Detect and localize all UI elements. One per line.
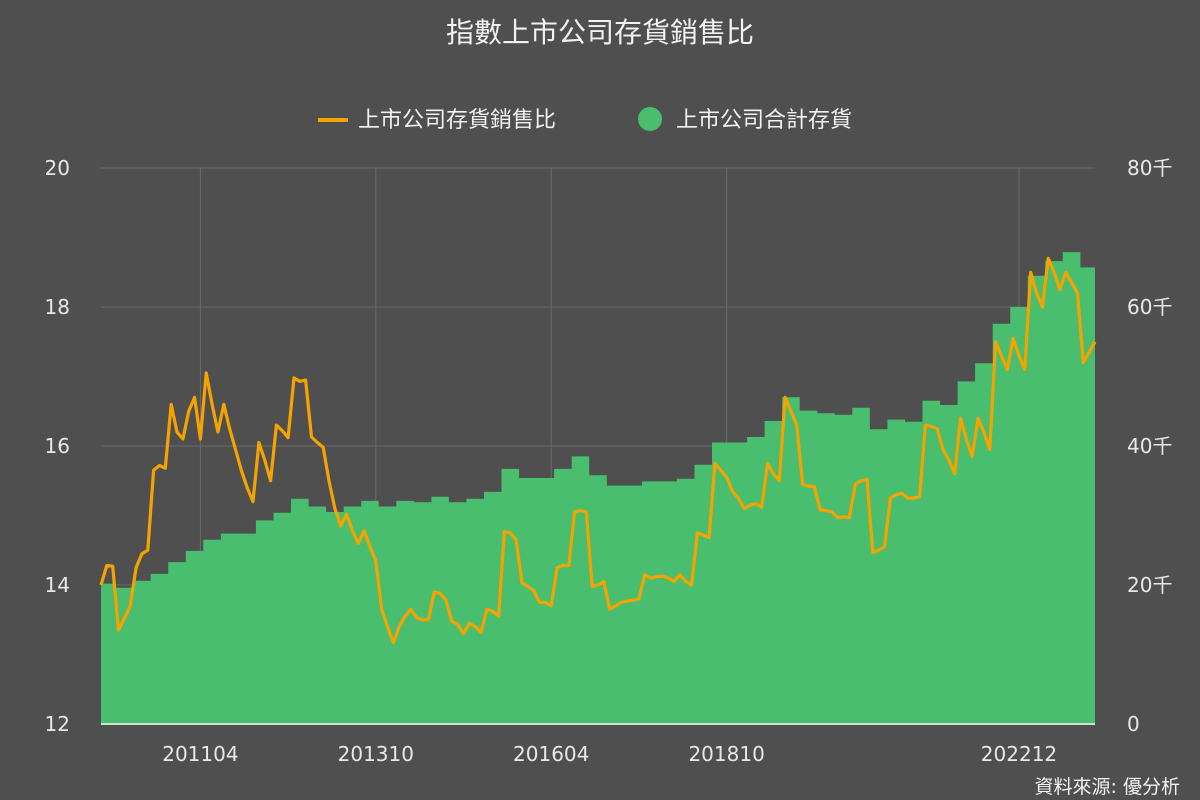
chart-title: 指數上市公司存貨銷售比	[446, 16, 754, 49]
x-tick-label: 201810	[688, 742, 764, 766]
x-tick-label: 201310	[338, 742, 414, 766]
ratio-line	[99, 256, 1097, 645]
inventory-area	[101, 252, 1095, 724]
left-tick-label: 14	[45, 573, 70, 597]
legend-label-inventory: 上市公司合計存貨	[676, 108, 852, 133]
axes: 12 0 14 20千 16 40千 18 60千 20 80千 201104 201310 20160…	[45, 156, 1173, 766]
inventory-area-series	[101, 252, 1095, 724]
source-note: 資料來源: 優分析	[1035, 776, 1180, 798]
x-tick-label: 201104	[162, 742, 238, 766]
right-tick-label: 20千	[1127, 573, 1172, 597]
right-tick-label: 80千	[1127, 156, 1172, 180]
legend-label-ratio: 上市公司存貨銷售比	[358, 108, 556, 133]
ratio-line-series	[99, 256, 1097, 645]
legend-circle-swatch	[638, 107, 662, 131]
right-tick-label: 0	[1127, 712, 1140, 736]
right-tick-label: 40千	[1127, 434, 1172, 458]
left-tick-label: 12	[45, 712, 70, 736]
x-tick-label: 202212	[981, 742, 1057, 766]
right-tick-label: 60千	[1127, 295, 1172, 319]
left-tick-label: 18	[45, 295, 70, 319]
x-tick-label: 201604	[513, 742, 589, 766]
left-tick-label: 20	[45, 156, 70, 180]
left-tick-label: 16	[45, 434, 70, 458]
legend: 上市公司存貨銷售比 上市公司合計存貨	[318, 107, 852, 133]
